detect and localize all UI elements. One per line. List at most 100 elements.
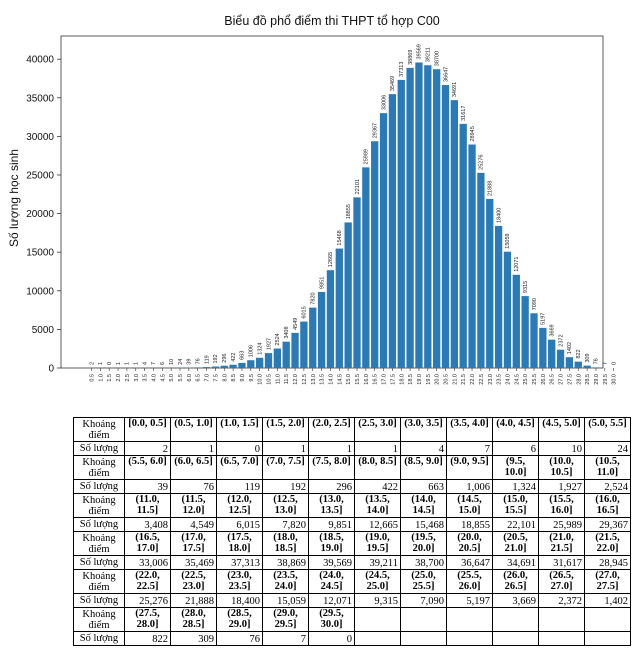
student-count-cell: 35,469: [170, 555, 217, 570]
score-range-header: Khoảng điểm: [73, 455, 125, 480]
student-count-cell: 1,006: [446, 479, 493, 494]
x-tick-label: 11.0: [275, 374, 281, 384]
score-range-cell: (7.5, 8.0]: [308, 455, 355, 480]
student-count-cell: 663: [400, 479, 447, 494]
student-count-cell: 76: [170, 479, 217, 494]
score-range-cell: (29.0, 29.5]: [262, 607, 309, 632]
table-row-range: Khoảng điểm (22.0, 22.5] (22.5, 23.0] (23.0…: [73, 569, 631, 594]
student-count-cell: 24: [584, 441, 631, 456]
x-tick-label: 11.5: [284, 374, 290, 384]
score-range-cell: (9.5, 10.0]: [492, 455, 539, 480]
table-row-count: Số lượng 2 1 0 1 1 1 4 7 6 10 24: [73, 441, 631, 456]
x-tick-label: 9.0: [240, 374, 246, 382]
bar-value-label: 1927: [266, 338, 272, 350]
x-tick-label: 5.0: [169, 374, 175, 382]
student-count-cell: 38,869: [262, 555, 309, 570]
y-tick-label: 15000: [26, 248, 54, 259]
table-row-count: Số lượng 25,276 21,888 18,400 15,059 12,071 9,…: [73, 593, 631, 608]
bar-value-label: 6: [160, 362, 166, 365]
bar-value-label: 1402: [567, 342, 573, 354]
score-range-cell: (10.5, 11.0]: [584, 455, 631, 480]
bar-value-label: 15059: [505, 233, 511, 248]
y-tick-label: 30000: [26, 132, 54, 143]
table-row-range: Khoảng điểm (11.0, 11.5] (11.5, 12.0] (12.0…: [73, 493, 631, 518]
table-row-count: Số lượng 39 76 119 192 296 422 663 1,006 1,324 1,9…: [73, 479, 631, 494]
student-count-cell: 21,888: [170, 593, 217, 608]
score-range-cell: (2.5, 3.0]: [354, 417, 401, 442]
bar-12.0: [291, 332, 299, 368]
x-tick-label: 0.5: [90, 374, 96, 382]
student-count-cell: 0: [216, 441, 263, 456]
bar-21.0: [450, 100, 458, 369]
x-tick-label: 20.0: [435, 374, 441, 385]
score-range-cell: (11.5, 12.0]: [170, 493, 217, 518]
score-range-cell: (23.5, 24.0]: [262, 569, 309, 594]
bar-value-label: 18400: [496, 208, 502, 223]
student-count-cell: 309: [170, 631, 217, 646]
x-tick-label: 7.5: [213, 374, 219, 382]
bar-7.5: [211, 366, 220, 368]
y-tick-label: 25000: [26, 170, 54, 181]
x-tick-label: 17.0: [382, 374, 388, 385]
bar-28.5: [583, 365, 591, 368]
bar-23.5: [494, 225, 503, 368]
student-count-cell: 29,367: [584, 517, 631, 532]
score-range-cell: (19.0, 19.5]: [354, 531, 401, 556]
bar-value-label: 34691: [452, 82, 458, 97]
table-row-range: Khoảng điểm (16.5, 17.0] (17.0, 17.5] (17.5…: [73, 531, 631, 556]
x-tick-label: 22.5: [479, 374, 485, 385]
score-range-cell: (9.0, 9.5]: [446, 455, 493, 480]
y-tick-label: 40000: [26, 55, 54, 66]
bar-value-label: 39569: [417, 44, 423, 59]
x-tick-label: 25.5: [532, 374, 538, 385]
student-count-cell: 422: [354, 479, 401, 494]
bar-24.0: [503, 251, 512, 368]
bar-value-label: 9851: [319, 277, 325, 289]
bar-value-label: 2: [89, 362, 95, 365]
score-range-cell: (13.0, 13.5]: [308, 493, 355, 518]
score-range-cell: (29.5, 30.0]: [308, 607, 355, 632]
bar-value-label: 1: [134, 362, 140, 365]
bar-20.5: [441, 85, 450, 368]
bar-series: [87, 62, 609, 369]
bar-value-label: 5197: [541, 313, 547, 325]
bar-19.0: [415, 62, 423, 369]
x-tick-label: 16.0: [364, 374, 370, 385]
score-range-cell: (3.5, 4.0]: [446, 417, 493, 442]
score-range-cell: (23.0, 23.5]: [216, 569, 263, 594]
bar-value-label: 7: [151, 362, 157, 365]
score-range-cell: [400, 607, 447, 632]
score-range-cell: (1.0, 1.5]: [216, 417, 263, 442]
student-count-cell: 296: [308, 479, 355, 494]
bar-value-label: 18855: [346, 204, 352, 219]
x-tick-label: 28.0: [576, 374, 582, 385]
student-count-cell: 33,006: [124, 555, 171, 570]
student-count-cell: 119: [216, 479, 263, 494]
bar-value-label: 2524: [275, 333, 281, 345]
student-count-cell: 192: [262, 479, 309, 494]
student-count-cell: 34,691: [492, 555, 539, 570]
chart-title: Biểu đồ phổ điểm thi THPT tổ hợp C00: [224, 14, 440, 28]
bar-16.5: [371, 141, 379, 368]
x-tick-label: 26.0: [541, 374, 547, 385]
bar-18.0: [397, 79, 405, 368]
student-count-cell: 2: [124, 441, 171, 456]
bar-11.0: [273, 348, 281, 368]
bar-value-label: 7820: [311, 292, 317, 304]
bar-value-label: 25989: [364, 149, 370, 164]
student-count-cell: 12,071: [308, 593, 355, 608]
student-count-cell: 7: [446, 441, 493, 456]
bar-13.5: [317, 291, 326, 368]
student-count-cell: 9,851: [308, 517, 355, 532]
bar-value-label: 1324: [257, 343, 263, 355]
bar-value-label: 663: [240, 351, 246, 360]
score-range-cell: (18.0, 18.5]: [262, 531, 309, 556]
x-tick-label: 2.0: [116, 374, 122, 382]
student-count-cell: 18,400: [216, 593, 263, 608]
score-range-cell: (21.0, 21.5]: [538, 531, 585, 556]
score-range-header: Khoảng điểm: [73, 607, 125, 632]
x-tick-label: 1.5: [107, 374, 113, 382]
bar-value-label: 21888: [488, 181, 494, 196]
x-tick-label: 21.5: [461, 374, 467, 385]
bar-value-label: 36647: [443, 67, 449, 82]
